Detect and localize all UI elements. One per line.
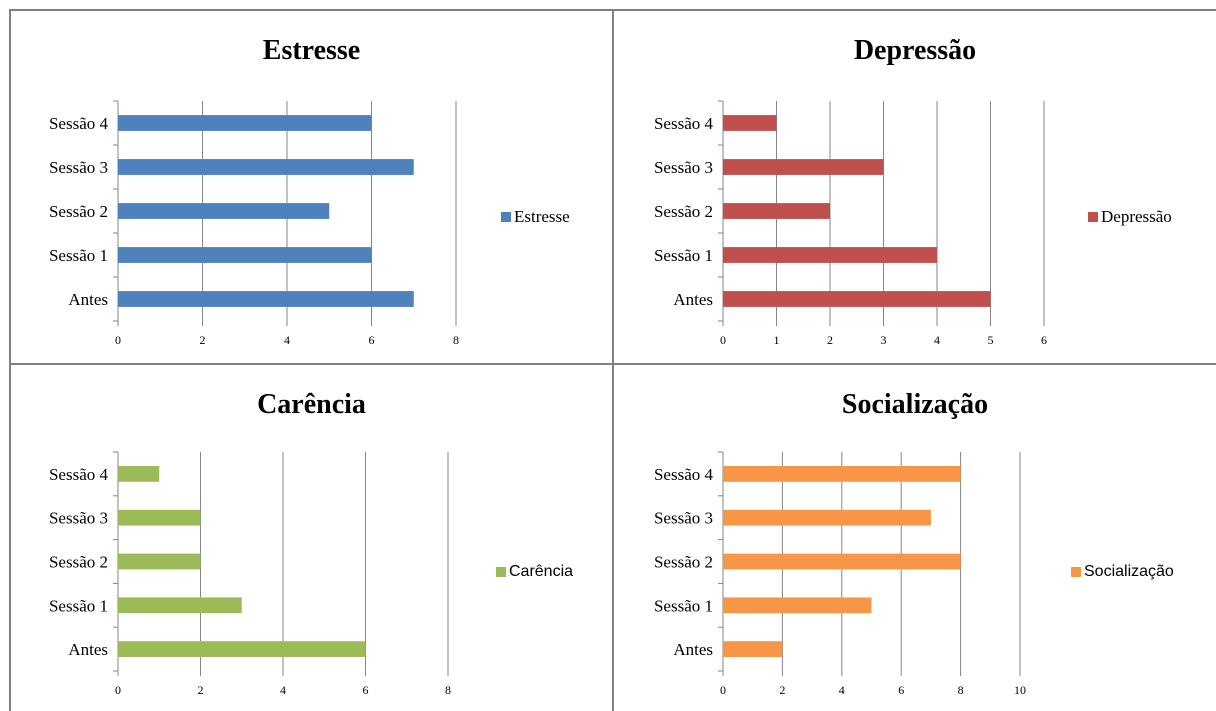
- legend-label: Estresse: [514, 207, 570, 226]
- y-tick-label: Sessão 3: [49, 158, 108, 177]
- bar-sessao-2: [118, 553, 201, 570]
- x-tick-label: 1: [774, 333, 780, 347]
- bar-antes: [118, 641, 366, 657]
- x-tick-label: 8: [453, 333, 459, 347]
- x-tick-label: 5: [988, 333, 994, 347]
- y-tick-label: Sessão 1: [49, 246, 108, 265]
- chart-plot-estresse: Antes Sessão 1 Sessão 2 Sessão 3 Sessão 4 0 2 4…: [49, 100, 459, 347]
- chart-plot-carencia: Antes Sessão 1 Sessão 2 Sessão 3 Sessão 4 0 2 4…: [49, 451, 451, 697]
- x-tick-label: 8: [958, 683, 964, 697]
- legend-swatch: [501, 212, 511, 222]
- x-tick-label: 4: [284, 333, 290, 347]
- chart-title: Estresse: [262, 35, 361, 66]
- y-tick-label: Antes: [673, 640, 713, 659]
- y-tick-label: Sessão 3: [49, 509, 108, 528]
- chart-panel-socializacao: Socialização Antes Sessão 1 Sessão 2 Sessão…: [614, 365, 1216, 711]
- x-tick-label: 4: [280, 683, 286, 697]
- bar-sessao-3: [723, 509, 931, 526]
- bar-sessao-3: [118, 159, 414, 175]
- bar-sessao-2: [723, 553, 961, 570]
- y-tick-label: Sessão 3: [654, 509, 713, 528]
- y-tick-label: Sessão 4: [49, 114, 109, 133]
- x-tick-label: 2: [827, 333, 833, 347]
- chart-legend: Depressão: [1088, 207, 1172, 227]
- chart-panel-depressao: Depressão Antes Sessão 1 Sessão 2 Sessão 3 S…: [614, 11, 1216, 363]
- y-tick-label: Sessão 2: [654, 202, 713, 221]
- chart-plot-socializacao: Antes Sessão 1 Sessão 2 Sessão 3 Sessão 4 0 2 4…: [654, 451, 1026, 697]
- y-tick-label: Sessão 1: [654, 246, 713, 265]
- x-tick-label: 6: [1041, 333, 1047, 347]
- chart-plot-depressao: Antes Sessão 1 Sessão 2 Sessão 3 Sessão 4 0 1 2…: [654, 100, 1047, 347]
- x-tick-label: 6: [363, 683, 369, 697]
- chart-title: Carência: [257, 389, 366, 420]
- y-tick-label: Sessão 2: [49, 202, 108, 221]
- x-tick-label: 0: [115, 683, 121, 697]
- chart-panel-estresse: Estresse Antes Sessão 1 Sessão 2 Sessão 3 Se…: [11, 11, 612, 363]
- y-tick-label: Sessão 3: [654, 158, 713, 177]
- x-tick-label: 0: [115, 333, 121, 347]
- x-tick-label: 4: [934, 333, 940, 347]
- x-tick-label: 10: [1014, 683, 1026, 697]
- x-tick-label: 0: [720, 683, 726, 697]
- x-tick-label: 6: [369, 333, 375, 347]
- y-tick-label: Antes: [68, 640, 108, 659]
- bar-antes: [723, 641, 783, 657]
- y-tick-label: Sessão 1: [49, 596, 108, 615]
- bar-sessao-2: [118, 203, 330, 219]
- bar-sessao-1: [723, 597, 872, 614]
- legend-label: Socialização: [1084, 563, 1174, 580]
- x-tick-label: 2: [200, 333, 206, 347]
- bar-sessao-4: [723, 466, 961, 482]
- x-tick-label: 0: [720, 333, 726, 347]
- bar-antes: [118, 291, 414, 307]
- x-tick-label: 2: [779, 683, 785, 697]
- x-tick-label: 6: [898, 683, 904, 697]
- bar-antes: [723, 291, 991, 307]
- x-tick-label: 3: [881, 333, 887, 347]
- bar-sessao-2: [723, 203, 830, 219]
- legend-swatch: [496, 567, 506, 577]
- y-tick-label: Antes: [68, 290, 108, 309]
- x-tick-label: 8: [445, 683, 451, 697]
- y-tick-label: Sessão 4: [654, 465, 714, 484]
- bar-sessao-1: [118, 597, 242, 614]
- y-tick-label: Sessão 2: [49, 553, 108, 572]
- border-left: [9, 9, 11, 711]
- bar-sessao-4: [118, 115, 372, 131]
- chart-panel-carencia: Carência Antes Sessão 1 Sessão 2 Sessão 3 Se…: [11, 365, 612, 711]
- y-tick-label: Sessão 4: [654, 114, 714, 133]
- y-tick-label: Sessão 1: [654, 596, 713, 615]
- x-tick-label: 4: [839, 683, 845, 697]
- bar-sessao-3: [723, 159, 884, 175]
- y-tick-label: Antes: [673, 290, 713, 309]
- bar-sessao-4: [723, 115, 777, 131]
- chart-title: Depressão: [853, 35, 977, 66]
- y-tick-label: Sessão 2: [654, 553, 713, 572]
- bar-sessao-4: [118, 466, 160, 482]
- chart-legend: Estresse: [501, 207, 570, 227]
- legend-label: Carência: [509, 563, 574, 580]
- chart-legend: Carência: [496, 563, 573, 581]
- chart-legend: Socialização: [1071, 563, 1174, 581]
- legend-label: Depressão: [1101, 207, 1172, 226]
- legend-swatch: [1088, 212, 1098, 222]
- bar-sessao-1: [118, 247, 372, 263]
- y-tick-label: Sessão 4: [49, 465, 109, 484]
- chart-title: Socialização: [841, 389, 989, 420]
- border-middle-vertical: [612, 9, 614, 711]
- legend-swatch: [1071, 567, 1081, 577]
- x-tick-label: 2: [198, 683, 204, 697]
- bar-sessao-3: [118, 509, 201, 526]
- bar-sessao-1: [723, 247, 937, 263]
